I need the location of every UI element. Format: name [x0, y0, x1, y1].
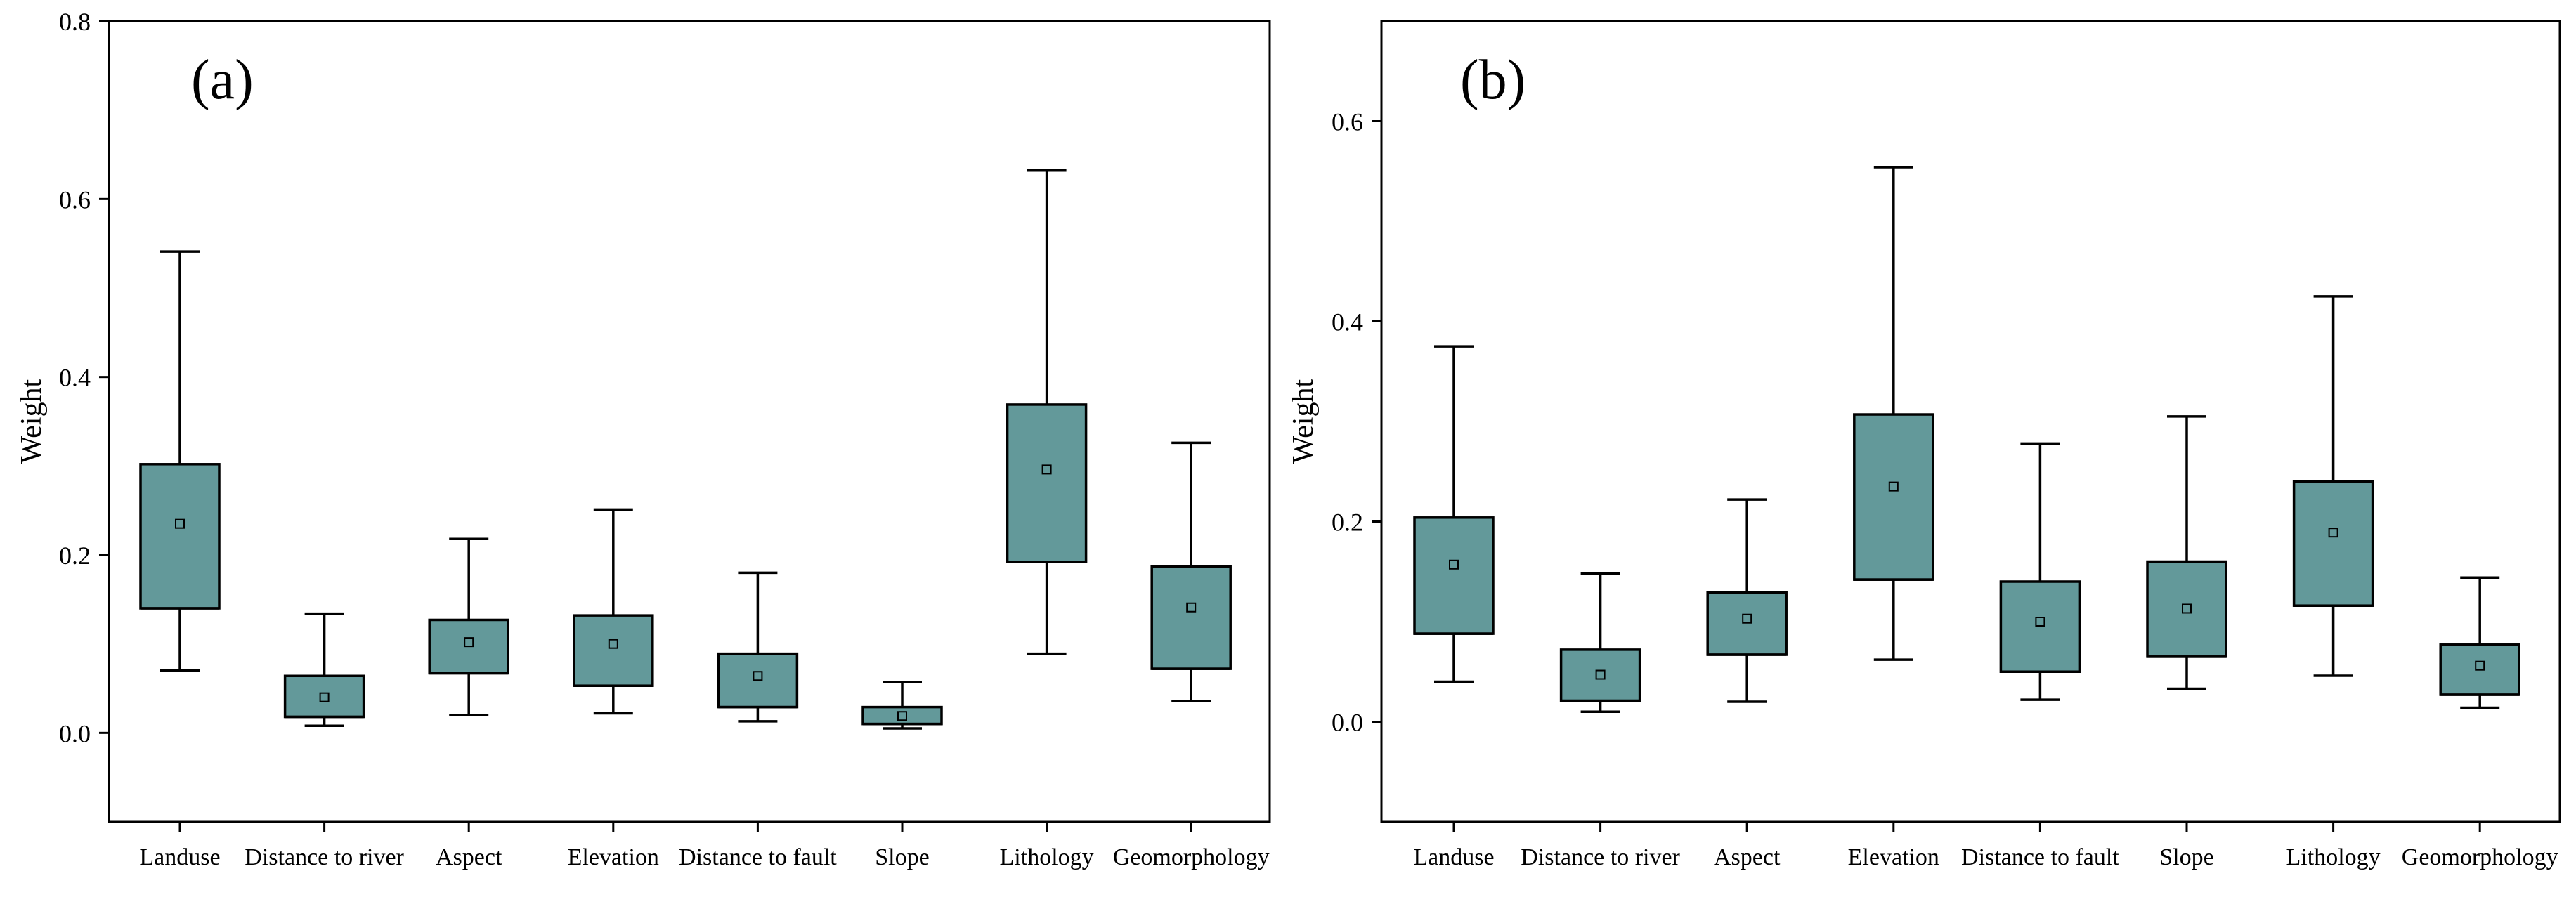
interquartile-box [1006, 403, 1088, 563]
panel-a-boxes [139, 169, 1232, 730]
panel-a-x-tick-label: Distance to river [245, 844, 404, 870]
panel-b-x-tick-label: Slope [2159, 844, 2213, 870]
panel-a-x-tick-label: Lithology [1000, 844, 1094, 870]
panel-b-x-tick-label: Elevation [1848, 844, 1939, 870]
panel-a-y-tick-label: 0.0 [59, 719, 91, 747]
panel-b-box-7 [2439, 576, 2520, 709]
panel-b-x-tick-label: Distance to fault [1961, 844, 2119, 870]
mean-marker [2035, 617, 2045, 627]
panel-a: (a) Weight 0.0 0.2 0.4 0.6 0.8 Landuse Distan… [15, 8, 1271, 870]
panel-a-box-6 [1006, 169, 1088, 655]
panel-a-box-1 [283, 612, 365, 727]
mean-marker [2328, 528, 2338, 538]
mean-marker [2475, 660, 2485, 671]
panel-a-box-4 [717, 571, 799, 723]
interquartile-box [139, 463, 221, 610]
panel-b-box-0 [1413, 345, 1495, 683]
panel-a-y-ticks: 0.0 0.2 0.4 0.6 0.8 [59, 8, 109, 747]
panel-a-y-tick-label: 0.4 [59, 364, 91, 392]
panel-a-box-5 [861, 681, 943, 730]
mean-marker [1888, 481, 1899, 492]
panel-a-x-tick-label: Aspect [436, 844, 502, 870]
panel-a-y-tick-label: 0.2 [59, 542, 91, 570]
panel-b-y-tick-label: 0.4 [1332, 308, 1363, 336]
panel-a-x-tick-label: Landuse [139, 844, 220, 870]
mean-marker [175, 518, 185, 529]
panel-b-box-5 [2146, 415, 2227, 690]
panel-a-x-ticks: Landuse Distance to river Aspect Elevation D… [139, 822, 1270, 870]
panel-a-plot-frame [108, 20, 1271, 823]
mean-marker [2182, 603, 2192, 614]
mean-marker [464, 637, 474, 648]
panel-b-x-tick-label: Lithology [2286, 844, 2381, 870]
interquartile-box [861, 705, 943, 726]
interquartile-box [1559, 648, 1641, 702]
mean-marker [319, 692, 330, 702]
panel-a-x-tick-label: Slope [875, 844, 929, 870]
panel-b-x-tick-label: Distance to river [1521, 844, 1680, 870]
panel-b-x-tick-label: Aspect [1714, 844, 1781, 870]
panel-a-y-tick-label: 0.6 [59, 185, 91, 214]
interquartile-box [2292, 480, 2374, 607]
interquartile-box [1853, 413, 1934, 581]
panel-b-y-axis-label: Weight [1287, 379, 1320, 464]
interquartile-box [1706, 591, 1788, 656]
panel-b-box-1 [1559, 572, 1641, 713]
panel-a-y-axis-label: Weight [15, 379, 48, 464]
mean-marker [1742, 613, 1752, 624]
mean-marker [1449, 559, 1459, 570]
panel-b-box-4 [1999, 442, 2081, 701]
panel-a-x-tick-label: Distance to fault [679, 844, 837, 870]
panel-b-boxes [1413, 166, 2520, 713]
mean-marker [608, 639, 618, 649]
panel-b-x-tick-label: Geomorphology [2402, 844, 2558, 870]
interquartile-box [573, 614, 654, 687]
panel-b-box-3 [1853, 166, 1934, 661]
panel-b-y-tick-label: 0.0 [1332, 709, 1363, 737]
panel-b-label: (b) [1460, 49, 1526, 111]
mean-marker [1041, 464, 1052, 475]
mean-marker [1595, 669, 1606, 680]
interquartile-box [1999, 580, 2081, 673]
panel-a-box-0 [139, 250, 221, 672]
panel-b-y-tick-label: 0.6 [1332, 108, 1363, 136]
panel-b-y-ticks: 0.0 0.2 0.4 0.6 [1332, 108, 1381, 737]
panel-b-plot-frame [1380, 20, 2561, 823]
panel-a-box-3 [573, 508, 654, 715]
panel-b: (b) Weight 0.0 0.2 0.4 0.6 Landuse Distance … [1287, 20, 2561, 870]
panel-a-y-tick-label: 0.8 [59, 8, 91, 36]
panel-a-x-tick-label: Geomorphology [1113, 844, 1270, 870]
panel-b-x-ticks: Landuse Distance to river Aspect Elevation D… [1413, 822, 2558, 870]
panel-b-y-tick-label: 0.2 [1332, 509, 1363, 537]
mean-marker [897, 711, 907, 721]
panel-a-label: (a) [191, 49, 254, 111]
mean-marker [753, 671, 763, 681]
panel-b-x-tick-label: Landuse [1413, 844, 1494, 870]
mean-marker [1186, 602, 1197, 613]
panel-b-box-2 [1706, 498, 1788, 703]
interquartile-box [1413, 516, 1495, 635]
interquartile-box [283, 674, 365, 719]
panel-a-box-2 [428, 537, 509, 716]
panel-b-box-6 [2292, 295, 2374, 677]
interquartile-box [2146, 560, 2227, 658]
panel-a-x-tick-label: Elevation [568, 844, 659, 870]
interquartile-box [1150, 565, 1232, 670]
panel-a-box-7 [1150, 441, 1232, 702]
